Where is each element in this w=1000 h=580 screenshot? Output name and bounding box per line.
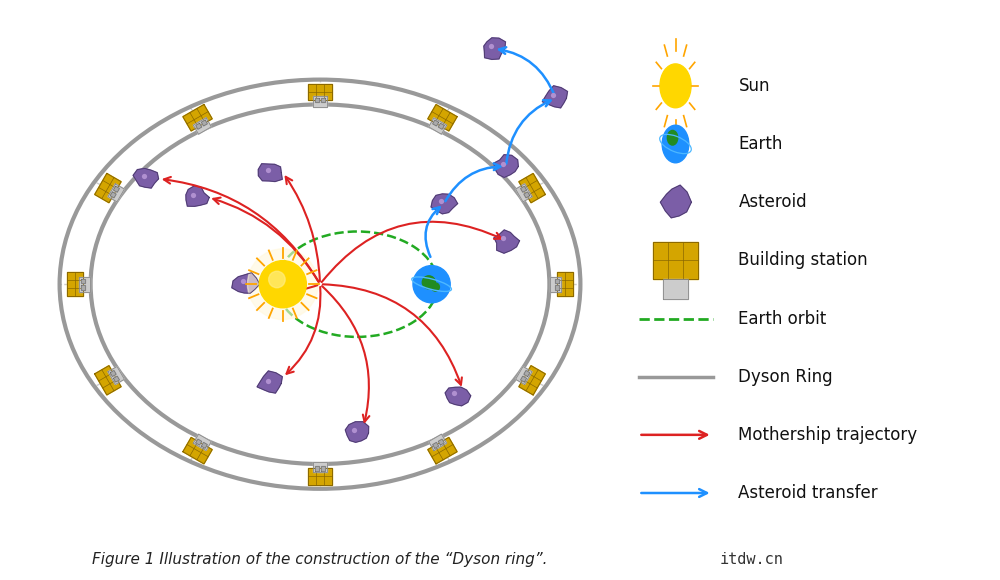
Polygon shape: [81, 279, 85, 283]
Polygon shape: [183, 437, 212, 464]
Text: Dyson Ring: Dyson Ring: [738, 368, 833, 386]
Polygon shape: [108, 184, 124, 202]
Text: Figure 1 Illustration of the construction of the “Dyson ring”.: Figure 1 Illustration of the constructio…: [92, 552, 548, 567]
Polygon shape: [113, 376, 119, 382]
Text: Building station: Building station: [738, 251, 868, 269]
Polygon shape: [193, 118, 211, 134]
Polygon shape: [315, 466, 319, 470]
Text: itdw.cn: itdw.cn: [720, 552, 784, 567]
Polygon shape: [313, 462, 327, 472]
Polygon shape: [519, 365, 545, 395]
Polygon shape: [494, 155, 518, 177]
Polygon shape: [196, 124, 202, 129]
Polygon shape: [524, 192, 530, 198]
Text: Asteroid transfer: Asteroid transfer: [738, 484, 878, 502]
Polygon shape: [524, 371, 530, 376]
Polygon shape: [313, 96, 327, 107]
Polygon shape: [542, 86, 567, 108]
Polygon shape: [653, 242, 698, 278]
Polygon shape: [201, 120, 207, 126]
Circle shape: [667, 130, 678, 145]
Polygon shape: [521, 376, 527, 382]
Polygon shape: [516, 184, 532, 202]
Polygon shape: [95, 365, 121, 395]
Text: Earth orbit: Earth orbit: [738, 310, 827, 328]
Polygon shape: [660, 185, 691, 218]
Polygon shape: [81, 285, 85, 289]
Polygon shape: [555, 285, 559, 289]
Polygon shape: [79, 277, 90, 292]
Circle shape: [259, 260, 306, 308]
Circle shape: [413, 266, 450, 303]
Polygon shape: [196, 439, 202, 445]
Polygon shape: [321, 466, 325, 470]
Polygon shape: [550, 277, 561, 292]
Circle shape: [662, 125, 689, 163]
Polygon shape: [438, 439, 444, 445]
Polygon shape: [433, 443, 439, 448]
Polygon shape: [308, 468, 332, 485]
Polygon shape: [257, 371, 282, 393]
Polygon shape: [484, 38, 505, 59]
Text: Earth: Earth: [738, 135, 783, 153]
Circle shape: [269, 271, 285, 288]
Polygon shape: [232, 273, 260, 293]
Polygon shape: [183, 104, 212, 131]
Polygon shape: [110, 371, 116, 376]
Polygon shape: [521, 186, 527, 192]
Circle shape: [422, 276, 435, 289]
Polygon shape: [433, 120, 439, 126]
Polygon shape: [95, 173, 121, 203]
Polygon shape: [429, 118, 447, 134]
Circle shape: [660, 64, 691, 108]
Polygon shape: [67, 272, 83, 296]
Polygon shape: [258, 164, 282, 182]
Polygon shape: [516, 367, 532, 385]
Polygon shape: [113, 186, 119, 192]
Polygon shape: [186, 186, 209, 206]
Circle shape: [431, 283, 439, 291]
Polygon shape: [494, 230, 519, 253]
Polygon shape: [315, 98, 319, 102]
Polygon shape: [428, 104, 457, 131]
Text: Sun: Sun: [738, 77, 770, 95]
Polygon shape: [519, 173, 545, 203]
Polygon shape: [428, 437, 457, 464]
Text: Mothership trajectory: Mothership trajectory: [738, 426, 918, 444]
Polygon shape: [429, 434, 447, 451]
Polygon shape: [201, 443, 207, 448]
Polygon shape: [438, 124, 444, 129]
Text: Asteroid: Asteroid: [738, 193, 807, 211]
Polygon shape: [445, 387, 471, 406]
Polygon shape: [555, 279, 559, 283]
Polygon shape: [133, 168, 158, 188]
Polygon shape: [193, 434, 211, 451]
Polygon shape: [431, 194, 458, 214]
Polygon shape: [345, 422, 369, 443]
Polygon shape: [308, 84, 332, 100]
Polygon shape: [557, 272, 573, 296]
Polygon shape: [321, 98, 325, 102]
Polygon shape: [108, 367, 124, 385]
Polygon shape: [110, 192, 116, 198]
Polygon shape: [663, 278, 688, 299]
Circle shape: [247, 249, 318, 320]
